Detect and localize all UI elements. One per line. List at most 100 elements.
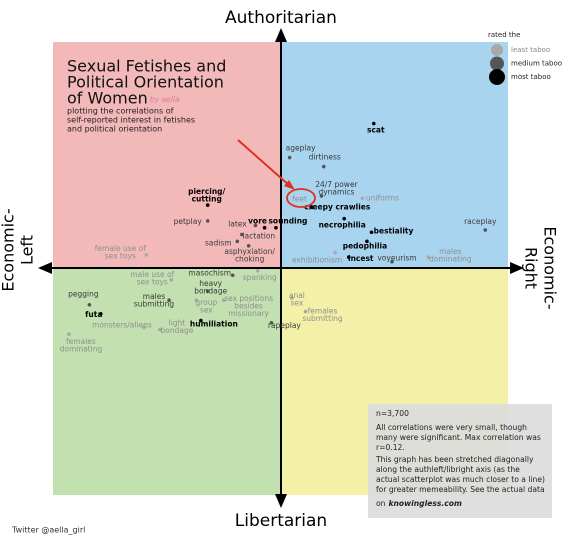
point [426,255,431,259]
point-label: pegging [68,290,99,299]
point-label: cutting [192,195,222,204]
point [360,196,365,201]
title-line: of Women [67,89,148,108]
note-line: actual scatterplot was much closer to a … [376,475,545,484]
note-line: n=3,700 [376,409,409,418]
point-label: ageplay [286,144,316,153]
legend-label: most taboo [511,73,551,81]
point-label: females [308,307,338,316]
point [287,155,292,160]
note-box [368,404,552,518]
point [230,273,235,278]
point-label: petplay [174,217,203,226]
point [235,239,240,244]
point [269,321,274,325]
point-label: sex [290,298,303,307]
point-label: latex [228,219,247,228]
axis-label-bottom: Libertarian [235,511,327,531]
arrowhead [275,28,287,42]
point [246,244,251,248]
point-label: males [143,292,166,301]
point [98,312,103,316]
annotation-arrow [237,139,291,187]
point [319,194,324,198]
point-label: choking [235,254,265,263]
point [253,223,258,228]
point-label: males [439,247,462,256]
point [87,302,92,307]
legend-title: rated the [488,31,520,39]
arrowhead [510,262,524,274]
arrowhead [275,494,287,508]
point-label: group [195,298,217,307]
point [342,216,347,221]
point-label: creepy crawlies [304,202,371,211]
point [321,164,326,169]
byline: by aella [150,95,180,104]
point [369,230,374,235]
legend-swatch [490,56,504,71]
title: Sexual Fetishes and Political Orientatio… [67,57,226,108]
point [205,289,210,293]
point-label: piercing/ [188,187,225,196]
point-label: scat [367,126,385,135]
point-label: light [169,319,186,328]
point [346,255,351,259]
point [144,253,149,257]
point-label: sex toys [137,277,168,286]
point-label: sounding [268,217,307,226]
point-label: rapeplay [268,321,301,330]
point [262,225,267,230]
axis-label-right: Economic- Right [522,226,560,309]
point [167,298,171,303]
axis-label-top: Authoritarian [225,8,337,28]
subtitle-line: and political orientation [67,125,162,134]
point [199,318,203,323]
point-label: male use of [130,270,174,279]
annotation-circle [286,188,316,208]
note-line: All correlations were very small, though [376,423,527,432]
point-label: sex positions [224,294,273,303]
point [255,268,260,273]
title-line: Sexual Fetishes and [67,57,226,76]
point-label: vore [248,217,267,226]
annotation-arrowhead [284,180,295,190]
point-label: uniforms [366,193,399,202]
point-label: female use of [95,244,146,253]
point-label: necrophilia [319,221,366,230]
footer: Twitter @aella_girl [11,526,85,535]
point [67,332,71,336]
note-link: knowingless.com [388,499,462,508]
point [274,225,278,230]
point-label: dynamics [318,188,354,197]
point-label: raceplay [464,217,497,226]
point [365,239,369,244]
point [390,259,394,264]
points: uniformsfeetmalesdominatingexhibitionism… [60,121,497,354]
subtitle: plotting the correlations of self-report… [67,107,195,134]
point-label: submitting [302,314,343,323]
point [205,203,210,207]
point-label: 24/7 power [315,180,358,189]
point [240,232,244,237]
point [333,250,337,255]
point-label: besides [234,302,263,311]
point-label: spanking [243,273,277,282]
arrowhead [38,262,52,274]
point [371,121,376,126]
axis-label-line: Left [18,235,37,265]
quadrant [53,42,281,269]
legend-label: medium taboo [511,60,562,68]
subtitle-line: self-reported interest in fetishes [67,116,195,125]
note-line: many were significant. Max correlation w… [376,433,541,442]
note: n=3,700 All correlations were very small,… [375,409,545,508]
point [205,219,210,223]
point [142,325,146,330]
quadrant [53,268,281,495]
point-label: females [66,337,96,346]
point-label: humiliation [190,320,238,329]
point-label: submitting [134,300,175,309]
axis-label-line: Economic- [0,208,18,291]
note-line: on [376,499,386,508]
axis-label-line: Right [522,247,541,289]
